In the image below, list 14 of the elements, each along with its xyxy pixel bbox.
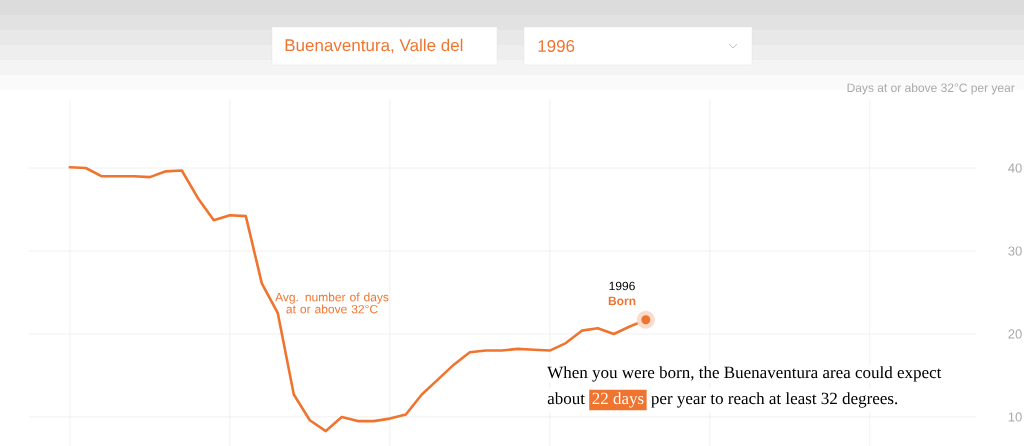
y-axis-title: Days at or above 32°C per year [847,83,1015,95]
y-tick-label: 10 [1008,412,1022,422]
annotation: per year to reach at least 32 degrees. [651,392,898,408]
annotation: 22 days [592,392,644,408]
text: 1996 [538,39,575,53]
annotation: Born [608,296,636,306]
annotation: 1996 [609,281,635,291]
y-tick-label: 40 [1008,163,1022,173]
y-tick-label: 30 [1008,246,1022,256]
annotation: Avg. number of days at or above 32°C [275,292,389,314]
annotation: about [547,392,585,405]
text: Buenaventura, Valle del [285,38,463,54]
y-tick-label: 20 [1008,329,1022,339]
annotation: When you were born, the Buenaventura area could expect [547,366,942,382]
